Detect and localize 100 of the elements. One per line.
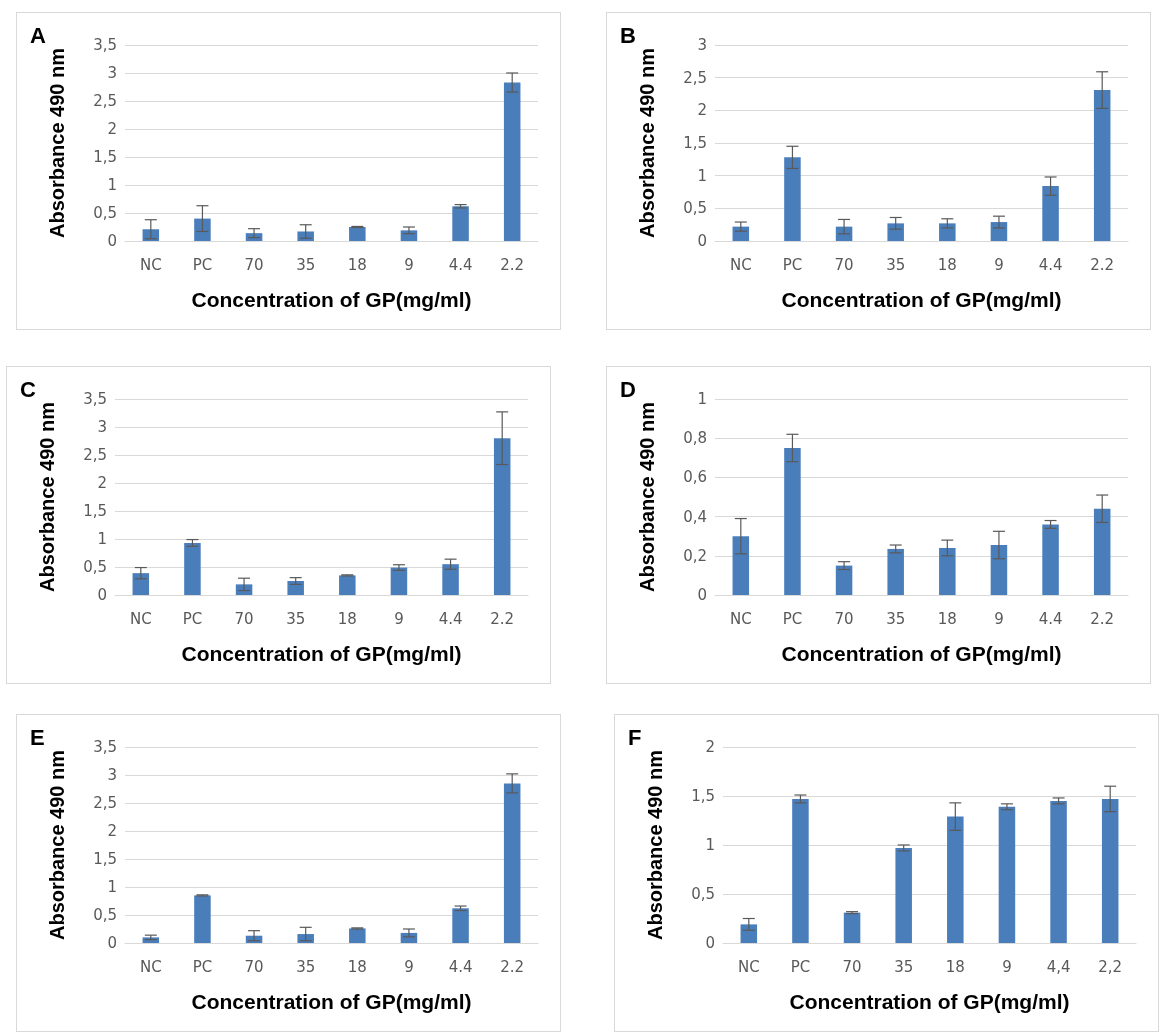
chart-title: D: [620, 376, 636, 402]
x-axis-title: Concentration of GP(mg/ml): [191, 288, 472, 311]
x-tick-label: 2.2: [500, 255, 525, 274]
x-tick-label: 9: [404, 255, 414, 274]
x-tick-label: 4.4: [448, 957, 473, 976]
x-tick-label: 2.2: [500, 957, 525, 976]
y-axis-title: Absorbance 490 nm: [644, 749, 666, 941]
y-tick-label: 1,5: [83, 502, 107, 520]
x-axis-title: Concentration of GP(mg/ml): [181, 642, 462, 665]
y-tick-label: 1: [697, 390, 707, 408]
bar: [452, 908, 469, 943]
bar: [503, 82, 521, 241]
bar: [784, 448, 801, 595]
y-tick-label: 0: [697, 232, 707, 250]
bar: [784, 157, 801, 241]
x-tick-label: NC: [139, 957, 162, 976]
y-tick-label: 2: [107, 120, 117, 138]
y-tick-label: 0,4: [683, 507, 707, 526]
y-tick-label: 0: [107, 934, 117, 952]
y-tick-label: 0: [697, 586, 707, 604]
x-tick-label: 18: [937, 255, 957, 274]
bar: [132, 573, 150, 595]
bar: [990, 545, 1008, 595]
x-tick-label: 18: [937, 609, 957, 628]
bar: [843, 912, 861, 943]
bar: [732, 536, 750, 595]
y-tick-label: 0,6: [683, 468, 707, 487]
bar: [1042, 186, 1059, 241]
y-tick-label: 0,5: [83, 558, 107, 576]
x-tick-label: 35: [894, 957, 914, 976]
x-tick-label: 2,2: [1098, 957, 1123, 976]
x-axis-title: Concentration of GP(mg/ml): [789, 990, 1070, 1013]
y-tick-label: 3,5: [83, 390, 107, 408]
y-tick-label: 3: [107, 766, 117, 784]
bar: [339, 575, 356, 595]
chart-title: C: [20, 376, 36, 402]
x-tick-label: 4.4: [438, 609, 463, 628]
x-tick-label: 35: [296, 957, 316, 976]
y-tick-label: 2: [697, 101, 707, 120]
bar: [287, 581, 304, 595]
x-tick-label: 4.4: [1038, 255, 1063, 274]
x-tick-label: 35: [886, 255, 906, 274]
x-tick-label: 9: [404, 957, 414, 976]
bar: [503, 783, 521, 943]
y-tick-label: 2,5: [93, 92, 117, 110]
y-tick-label: 3,5: [93, 36, 117, 54]
x-tick-label: 9: [394, 609, 404, 628]
bar: [390, 567, 408, 595]
x-axis-title: Concentration of GP(mg/ml): [781, 288, 1062, 311]
x-tick-label: 70: [234, 609, 254, 628]
y-tick-label: 0,5: [691, 885, 715, 903]
y-tick-label: 1,5: [93, 148, 117, 166]
x-tick-label: 9: [994, 609, 1004, 628]
bar: [493, 438, 511, 595]
x-tick-label: PC: [182, 609, 203, 628]
x-tick-label: PC: [192, 255, 213, 274]
x-tick-label: 18: [945, 957, 965, 976]
y-axis-title: Absorbance 490 nm: [46, 749, 68, 941]
y-tick-label: 2: [107, 822, 117, 840]
y-tick-label: 2,5: [93, 794, 117, 812]
bar: [442, 564, 459, 595]
y-tick-label: 0: [107, 232, 117, 250]
x-tick-label: 70: [834, 609, 854, 628]
x-tick-label: PC: [782, 255, 803, 274]
x-tick-label: NC: [729, 255, 752, 274]
x-tick-label: 35: [886, 609, 906, 628]
y-tick-label: 1: [107, 176, 117, 194]
x-tick-label: 2.2: [1090, 609, 1115, 628]
bar: [887, 548, 904, 595]
y-tick-label: 2,5: [83, 446, 107, 464]
x-tick-label: PC: [790, 957, 811, 976]
chart-title: B: [620, 22, 636, 48]
y-tick-label: 3,5: [93, 738, 117, 756]
bar: [1050, 800, 1067, 943]
bar: [1101, 798, 1119, 943]
x-tick-label: 9: [1002, 957, 1012, 976]
bar: [887, 223, 904, 241]
chart-title: A: [30, 22, 46, 48]
x-tick-label: NC: [139, 255, 162, 274]
y-axis-title: Absorbance 490 nm: [636, 47, 658, 239]
bar: [792, 798, 809, 943]
chart-title: F: [628, 724, 642, 750]
y-tick-label: 2: [705, 738, 715, 756]
y-tick-label: 2,5: [683, 68, 707, 87]
x-tick-label: 70: [244, 255, 264, 274]
x-tick-label: 4.4: [448, 255, 473, 274]
y-tick-label: 0,5: [93, 204, 117, 222]
x-tick-label: NC: [737, 957, 760, 976]
x-tick-label: 35: [286, 609, 306, 628]
y-tick-label: 2: [97, 474, 107, 492]
bar: [895, 847, 912, 943]
bar: [835, 565, 853, 595]
x-tick-label: 18: [347, 957, 367, 976]
y-tick-label: 3: [97, 418, 107, 436]
bar: [184, 542, 201, 595]
x-tick-label: 35: [296, 255, 316, 274]
y-tick-label: 1,5: [691, 787, 715, 805]
y-tick-label: 3: [107, 64, 117, 82]
bar: [998, 806, 1016, 943]
y-tick-label: 0: [97, 586, 107, 604]
